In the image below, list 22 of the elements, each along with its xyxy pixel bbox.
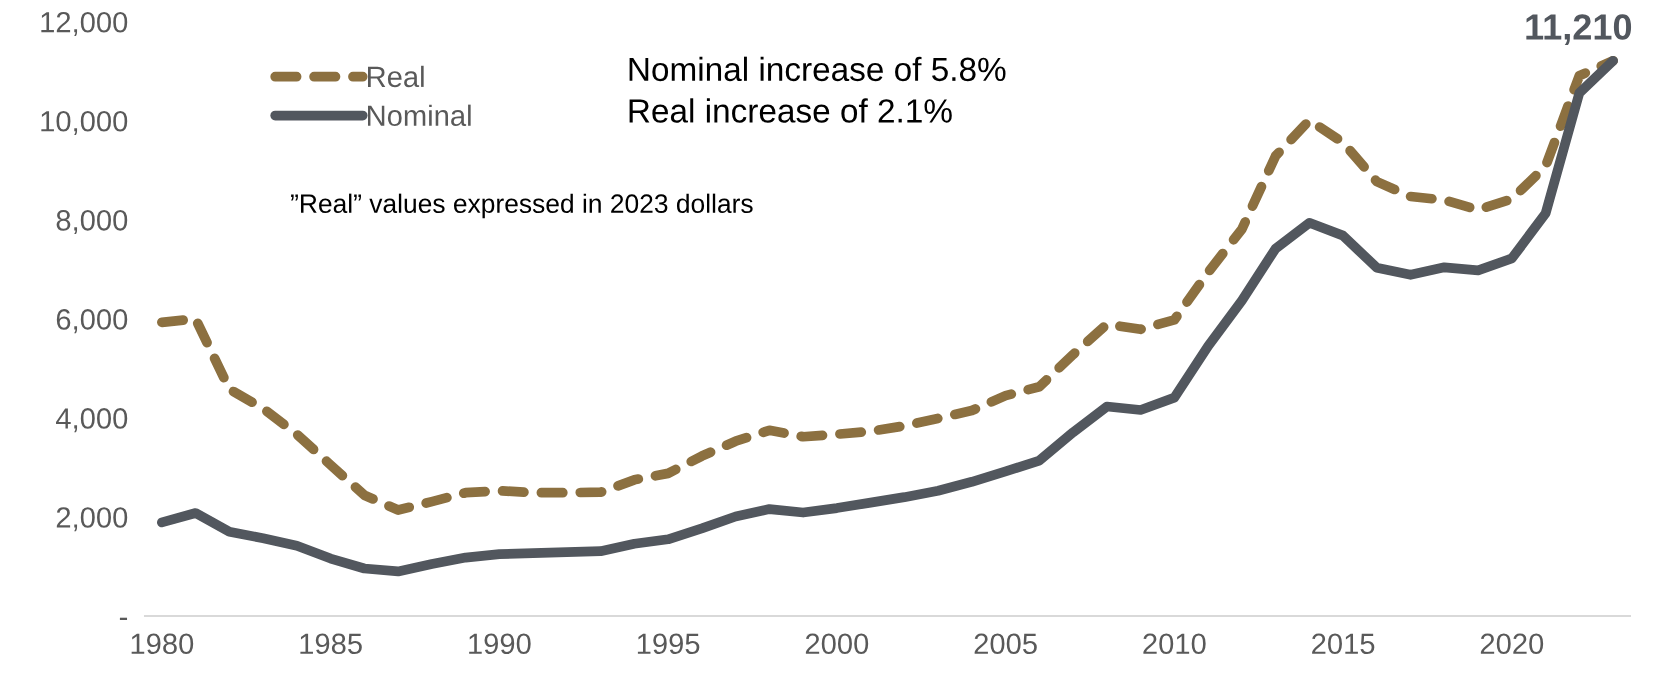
annotation: Real increase of 2.1% [629, 98, 952, 123]
legend-label: Real [368, 65, 424, 88]
x-tick-label: 2020 [1480, 633, 1544, 655]
y-tick-label: 4,000 [56, 408, 128, 433]
x-tick-label: 2000 [805, 633, 869, 655]
y-tick-label: 10,000 [41, 110, 128, 136]
x-tick-label: 1985 [300, 633, 362, 655]
annotation: Nominal increase of 5.8% [629, 56, 1006, 82]
annotation: ”Real” values expressed in 2023 dollars [291, 193, 753, 219]
x-tick-label: 1980 [131, 633, 194, 655]
annotation: 11,210 [1526, 14, 1632, 46]
x-tick-label: 1990 [469, 633, 531, 655]
y-tick-label: - [119, 617, 128, 620]
y-tick-label: 12,000 [41, 11, 128, 36]
y-tick-label: 6,000 [56, 309, 128, 334]
y-tick-label: 2,000 [56, 507, 128, 532]
x-tick-label: 2015 [1312, 633, 1375, 655]
x-tick-label: 2005 [974, 633, 1037, 655]
x-tick-label: 1995 [637, 633, 700, 655]
legend-label: Nominal [368, 104, 471, 127]
y-tick-label: 8,000 [56, 210, 128, 235]
x-tick-label: 2010 [1143, 633, 1206, 655]
